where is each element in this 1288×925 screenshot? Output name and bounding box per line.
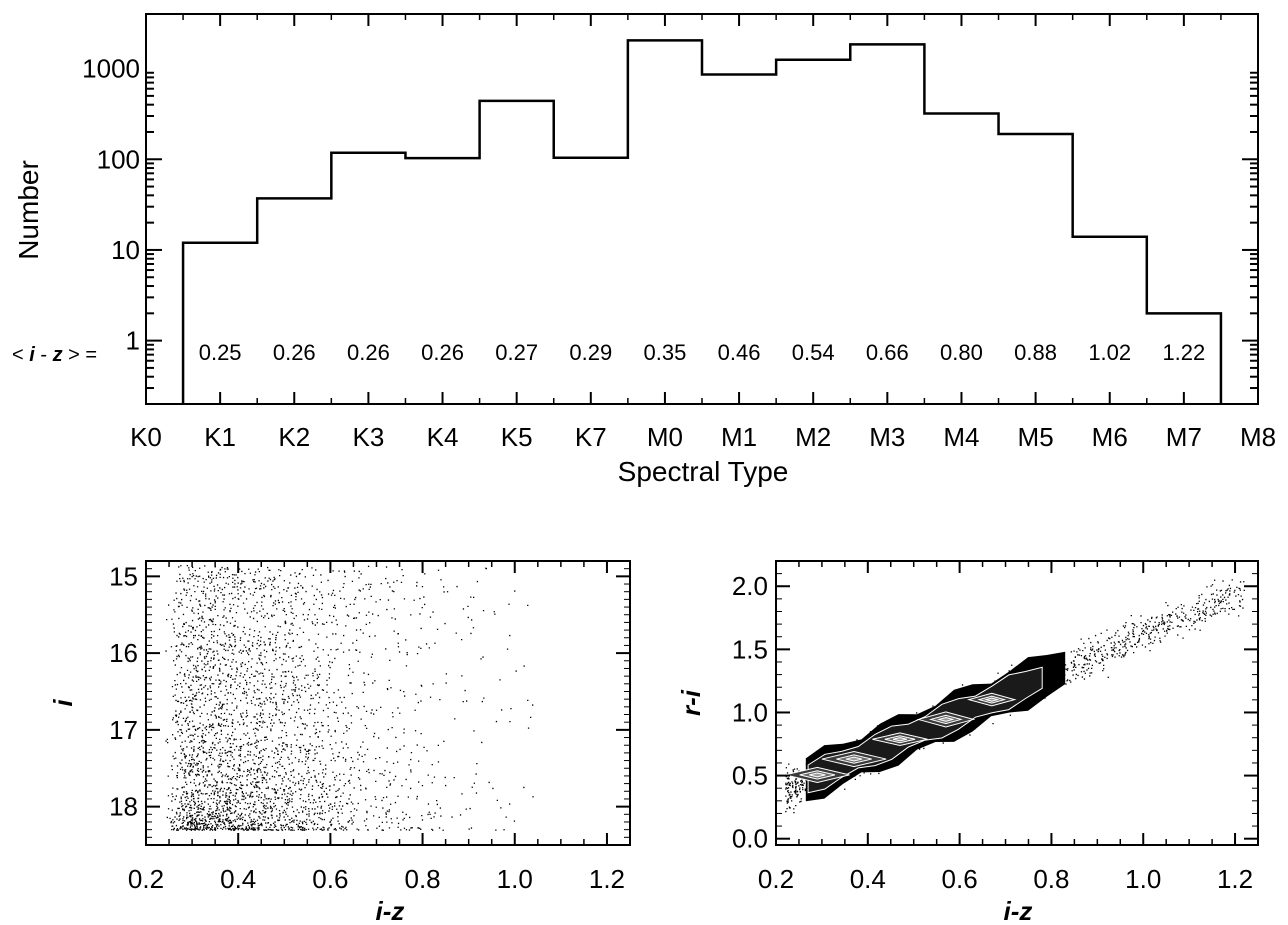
mean-color-value: 0.29 — [569, 340, 612, 365]
histogram-x-tick-labels: K0 K1 K2 K3 K4 K5 K7 M0 M1 M2 M3 M4 M5 M6 M7 M8 — [130, 422, 1276, 452]
histogram-y-axis-title: Number — [13, 160, 44, 260]
mean-color-value: 0.46 — [718, 340, 761, 365]
scatter-i-points — [165, 565, 534, 831]
scatter-i-x-tick-label: 0.8 — [404, 864, 440, 894]
scatter-ri-y-tick-label: 0.5 — [732, 761, 768, 791]
contour-peak-core — [984, 697, 1000, 702]
scatter-i-x-tick-label: 1.2 — [589, 864, 625, 894]
histogram-x-tick-label: K3 — [352, 422, 384, 452]
mean-color-value: 0.35 — [644, 340, 687, 365]
scatter-ri-x-tick-label: 0.4 — [850, 864, 886, 894]
scatter-i-x-tick-label: 1.0 — [497, 864, 533, 894]
histogram-x-tick-label: M8 — [1240, 422, 1276, 452]
mean-color-value: 0.25 — [199, 340, 242, 365]
mean-color-prefix: < i - z > = — [12, 344, 97, 366]
contour-peak-core — [845, 756, 863, 762]
histogram-x-axis-title: Spectral Type — [618, 456, 789, 487]
histogram-x-tick-label: K0 — [130, 422, 162, 452]
histogram-step-line — [181, 39, 1223, 404]
scatter-ri-y-tick-label: 1.5 — [732, 634, 768, 664]
scatter-i-x-tick-label: 0.2 — [128, 864, 164, 894]
mean-color-value: 0.26 — [347, 340, 390, 365]
histogram-x-tick-label: K1 — [204, 422, 236, 452]
scatter-ri-y-tick-label: 2.0 — [732, 571, 768, 601]
histogram-y-tick-label: 1000 — [82, 54, 140, 84]
histogram-y-tick-label: 10 — [111, 235, 140, 265]
mean-color-value: 0.88 — [1014, 340, 1057, 365]
histogram-x-tick-label: K5 — [501, 422, 533, 452]
scatter-i-tick-labels: 0.2 0.4 0.6 0.8 1.0 1.2 15 16 17 18 — [109, 561, 625, 894]
scatter-ri-x-tick-label: 1.0 — [1125, 864, 1161, 894]
histogram-x-tick-label: M3 — [869, 422, 905, 452]
mean-color-value: 0.26 — [421, 340, 464, 365]
scatter-ri-x-tick-label: 0.8 — [1033, 864, 1069, 894]
histogram-x-tick-label: M5 — [1018, 422, 1054, 452]
scatter-i-y-tick-label: 17 — [109, 715, 138, 745]
scatter-i-frame — [145, 560, 631, 846]
scatter-i-ticks — [145, 561, 630, 845]
contour-peak-core — [892, 737, 907, 742]
mean-color-value: 0.26 — [273, 340, 316, 365]
histogram-panel: 1 10 100 1000 K0 K1 K2 K3 K4 K5 K7 M0 M1 M2 M3 M4 M5 M6 M… — [12, 13, 1276, 487]
scatter-i-x-axis-title: i-z — [376, 896, 405, 925]
scatter-ri-x-tick-label: 1.2 — [1217, 864, 1253, 894]
histogram-x-tick-label: M7 — [1166, 422, 1202, 452]
histogram-y-tick-labels: 1 10 100 1000 — [82, 54, 140, 356]
scatter-ri-density-contours — [785, 651, 1066, 802]
scatter-i-x-tick-label: 0.6 — [312, 864, 348, 894]
mean-color-labels: 0.25 0.26 0.26 0.26 0.27 0.29 0.35 0.46 0.54 0.66… — [199, 340, 1206, 365]
scatter-i-panel: 0.2 0.4 0.6 0.8 1.0 1.2 15 16 17 18 i-z i — [48, 560, 631, 925]
scatter-i-y-tick-label: 16 — [109, 638, 138, 668]
scatter-ri-panel: 0.2 0.4 0.6 0.8 1.0 1.2 0.0 0.5 1.0 1.5 2.0 i-z r-… — [676, 560, 1259, 925]
scatter-ri-y-tick-label: 1.0 — [732, 697, 768, 727]
histogram-x-tick-label: M0 — [647, 422, 683, 452]
mean-color-value: 1.02 — [1088, 340, 1131, 365]
histogram-ticks — [145, 14, 1259, 405]
histogram-x-tick-label: M1 — [721, 422, 757, 452]
scatter-ri-tick-labels: 0.2 0.4 0.6 0.8 1.0 1.2 0.0 0.5 1.0 1.5 2.0 — [732, 571, 1253, 894]
histogram-y-tick-label: 100 — [97, 144, 140, 174]
histogram-x-tick-label: K7 — [575, 422, 607, 452]
histogram-x-tick-label: M6 — [1092, 422, 1128, 452]
histogram-x-tick-label: M2 — [795, 422, 831, 452]
histogram-x-tick-label: K4 — [427, 422, 459, 452]
mean-color-value: 0.54 — [792, 340, 835, 365]
scatter-i-point-cloud — [165, 565, 534, 831]
histogram-y-tick-label: 1 — [126, 326, 140, 356]
histogram-x-tick-label: K2 — [278, 422, 310, 452]
scatter-ri-frame — [775, 560, 1259, 846]
scatter-i-y-axis-title: i — [48, 699, 78, 707]
scatter-ri-y-tick-label: 0.0 — [732, 824, 768, 854]
contour-peak-core — [809, 772, 826, 778]
scatter-ri-y-axis-title: r-i — [676, 689, 706, 716]
scatter-ri-x-axis-title: i-z — [1004, 896, 1033, 925]
mean-color-value: 0.27 — [495, 340, 538, 365]
scatter-ri-x-tick-label: 0.6 — [942, 864, 978, 894]
histogram-x-tick-label: M4 — [943, 422, 979, 452]
scatter-ri-ticks — [775, 561, 1258, 845]
contour-peak-core — [937, 717, 955, 722]
mean-color-value: 0.80 — [940, 340, 983, 365]
mean-color-value: 0.66 — [866, 340, 909, 365]
mean-color-value: 1.22 — [1162, 340, 1205, 365]
scatter-ri-x-tick-label: 0.2 — [758, 864, 794, 894]
scatter-i-y-tick-label: 18 — [109, 792, 138, 822]
scatter-i-x-tick-label: 0.4 — [220, 864, 256, 894]
scatter-i-y-tick-label: 15 — [109, 561, 138, 591]
